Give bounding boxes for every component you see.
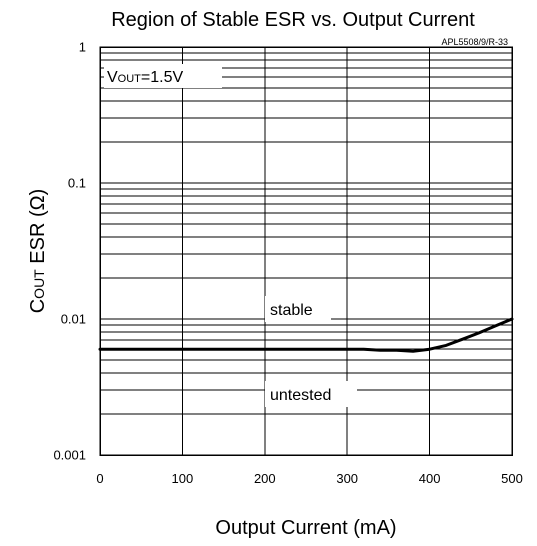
untested-label-group: untested bbox=[265, 381, 357, 407]
y-axis-label-subscript: OUT bbox=[31, 269, 47, 299]
y-tick-label: 0.01 bbox=[61, 312, 86, 327]
x-tick-label: 100 bbox=[172, 471, 194, 486]
condition-label-group: VOUT=1.5V bbox=[104, 64, 222, 88]
chart-title: Region of Stable ESR vs. Output Current bbox=[111, 9, 475, 31]
x-tick-label: 500 bbox=[501, 471, 523, 486]
y-axis-label-suffix: ESR (Ω) bbox=[27, 189, 49, 270]
esr-boundary-line bbox=[98, 317, 514, 353]
stable-label-group: stable bbox=[265, 296, 331, 322]
y-tick-label: 0.1 bbox=[68, 176, 86, 191]
y-axis-label-prefix: C bbox=[27, 299, 49, 313]
stable-region-label: stable bbox=[270, 302, 313, 319]
stable-label-bg bbox=[265, 296, 331, 322]
untested-region-label: untested bbox=[270, 387, 331, 404]
condition-label: VOUT=1.5V bbox=[107, 69, 183, 86]
x-tick-labels: 0 100 200 300 400 500 bbox=[96, 471, 522, 486]
condition-subscript: OUT bbox=[118, 73, 142, 85]
condition-prefix: V bbox=[107, 69, 118, 86]
x-axis-label: Output Current (mA) bbox=[215, 517, 396, 539]
figure-code: APL5508/9/R-33 bbox=[441, 37, 508, 47]
plot-frame bbox=[99, 46, 513, 456]
x-tick-label: 300 bbox=[336, 471, 358, 486]
y-tick-label: 0.001 bbox=[53, 448, 86, 463]
x-tick-label: 400 bbox=[419, 471, 441, 486]
condition-label-bg bbox=[104, 64, 222, 88]
y-tick-labels: 0.001 0.01 0.1 1 bbox=[53, 40, 86, 463]
x-tick-label: 200 bbox=[254, 471, 276, 486]
condition-suffix: =1.5V bbox=[141, 69, 184, 86]
y-axis-label: COUT ESR (Ω) bbox=[27, 189, 49, 314]
y-tick-label: 1 bbox=[79, 40, 86, 55]
untested-label-bg bbox=[265, 381, 357, 407]
x-tick-label: 0 bbox=[96, 471, 103, 486]
